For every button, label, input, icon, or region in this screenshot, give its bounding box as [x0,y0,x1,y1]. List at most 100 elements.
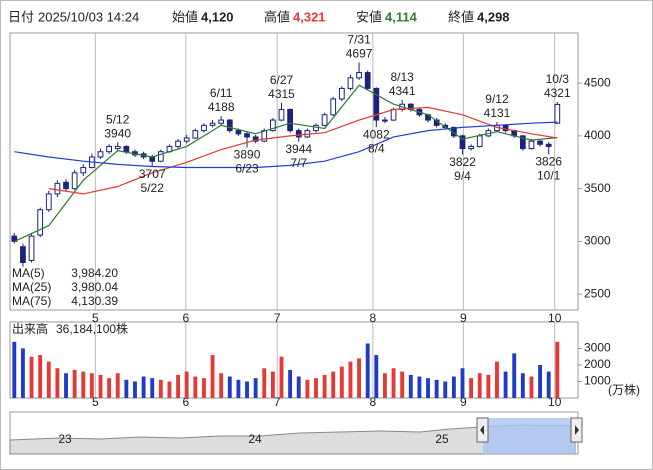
annotation: 3826 [535,154,562,168]
date-label: 日付 [8,9,34,24]
volume-bar [115,373,120,398]
volume-bar [158,379,163,398]
annotation: 4321 [544,86,571,100]
x-tick-label: 8 [370,311,377,325]
volume-bar [12,341,17,398]
volume-bar [382,373,387,398]
volume-bar [520,373,525,398]
volume-bar [400,371,405,398]
open-value: 4,120 [201,9,234,24]
handle-arrow [575,425,579,435]
annotation: 5/22 [141,181,165,195]
x-tick-label: 8 [370,395,377,409]
candle-body [373,87,380,121]
volume-bar [486,374,491,398]
open-label: 始値 [172,9,198,24]
annotation: 4082 [363,127,390,141]
volume-bar [245,381,249,398]
high-value: 4,321 [293,9,326,24]
candle-body [554,103,561,124]
y-tick-label: 3000 [584,234,611,248]
candle-body [347,77,354,89]
price-pane [9,32,579,311]
volume-bar [322,374,327,398]
x-tick-label: 7 [274,311,281,325]
volume-bar [365,343,370,398]
volume-bar [529,376,534,398]
annotation: 8/13 [390,70,414,84]
close-label: 終値 [448,9,474,24]
x-tick-label: 6 [182,311,189,325]
legend-value: 4,130.39 [71,294,118,308]
candle-body [63,181,69,190]
candle-body [209,122,216,126]
volume-bar [29,356,34,398]
candle-body [28,235,35,261]
volume-pane [9,321,579,399]
volume-bar [124,379,129,398]
annotation: 10/3 [546,72,570,86]
x-tick-label: 9 [460,395,467,409]
annotation: 4131 [484,106,511,120]
annotation: 10/1 [537,168,561,182]
annotation: 4315 [268,87,295,101]
volume-bar [64,373,68,398]
volume-bar [339,366,344,398]
candle-body [80,167,87,174]
legend-name: MA(5) [12,266,45,280]
candle-body [338,87,345,100]
volume-bar [357,358,362,398]
low-value: 4,114 [385,9,418,24]
volume-bar [538,364,543,398]
candle-body [201,124,207,132]
datetime: 2025/10/03 14:24 [38,9,139,24]
y-tick-label: 2500 [584,286,611,300]
volume-bar [141,376,146,398]
candle-body [149,156,156,162]
volume-bar [55,368,60,398]
annotation: 3940 [104,126,131,140]
candle-body [321,114,328,126]
candle-body [97,151,104,158]
candle-body [218,119,225,124]
volume-bar [167,381,172,398]
volume-bar [236,379,241,398]
candle-body [175,140,181,147]
ma-line [14,84,558,242]
volume-bar [434,379,439,398]
candle-body [45,193,52,211]
annotation: 4341 [389,84,416,98]
volume-bar [331,371,336,398]
volume-bar [210,355,215,398]
volume-bar [279,356,284,398]
candle-body [71,172,78,190]
legend-name: MA(75) [12,294,51,308]
ma-line [14,121,558,169]
candle-body [459,135,466,150]
y-tick-label: 4500 [584,75,611,89]
volume-bar [253,378,258,398]
volume-bar [460,368,465,398]
annotation: 6/11 [210,86,233,100]
y-tick-label: 3500 [584,181,611,195]
volume-unit: (万株) [608,382,640,397]
annotation: 3944 [285,142,312,156]
volume-bar [451,376,456,398]
x-tick-label: 5 [92,311,99,325]
volume-bar [89,373,94,398]
volume-bar [426,378,430,398]
navigator-year: 25 [435,432,449,446]
candle-body [183,137,190,142]
close-value: 4,298 [477,9,510,24]
volume-bar [38,355,43,398]
volume-bar [477,373,482,398]
candle-body [537,140,543,145]
candle-body [528,140,535,150]
annotation: 3707 [139,167,166,181]
x-tick-label: 10 [548,395,562,409]
navigator-selection[interactable] [483,418,575,454]
volume-bar [81,371,86,398]
annotation: 3890 [234,148,261,162]
volume-bar [417,376,422,398]
